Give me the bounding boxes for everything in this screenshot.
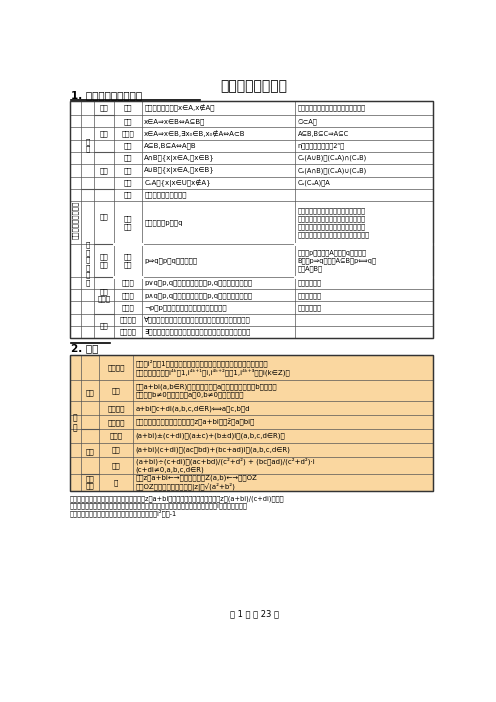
Text: 类比集合的交: 类比集合的交 bbox=[298, 292, 321, 298]
Text: A⊆B,B⊆C⇒A⊆C: A⊆B,B⊆C⇒A⊆C bbox=[298, 131, 349, 136]
Text: 充要
条件: 充要 条件 bbox=[124, 253, 132, 267]
Text: 运算: 运算 bbox=[85, 448, 94, 455]
Text: 原命题：若p，则q: 原命题：若p，则q bbox=[144, 220, 183, 226]
Text: 复数: 复数 bbox=[112, 388, 121, 394]
Text: A∩B＝{x|x∈A,且x∈B}: A∩B＝{x|x∈A,且x∈B} bbox=[144, 154, 215, 161]
Text: Cᵤ(CᵤA)＝A: Cᵤ(CᵤA)＝A bbox=[298, 180, 330, 186]
Text: 加减法: 加减法 bbox=[110, 433, 123, 439]
Text: 复
数: 复 数 bbox=[73, 413, 77, 432]
Text: 交集: 交集 bbox=[124, 155, 132, 161]
Text: (a+bi)±(c+di)＝(a±c)+(b±d)i，(a,b,c,d∈R)。: (a+bi)±(c+di)＝(a±c)+(b±d)i，(a,b,c,d∈R)。 bbox=[135, 433, 285, 439]
Text: x∈A⇒x∈B,∃x₀∈B,x₀∉A⇔A⊂B: x∈A⇒x∈B,∃x₀∈B,x₀∉A⇔A⊂B bbox=[144, 130, 246, 137]
Text: 类比集合的并: 类比集合的并 bbox=[298, 279, 321, 286]
Text: 概念: 概念 bbox=[85, 389, 94, 395]
Text: 若命题p对应集合A，命题q对应集合
B，则p⇒q等价于A⊆B，p⟺q等
价于A＝B。: 若命题p对应集合A，命题q对应集合 B，则p⇒q等价于A⊆B，p⟺q等 价于A＝… bbox=[298, 249, 376, 272]
Text: A⊆B,B⊆A⇔A＝B: A⊆B,B⊆A⇔A＝B bbox=[144, 143, 197, 149]
Text: a+bi＝c+di(a,b,c,d∈R)⟺a＝c,b＝d: a+bi＝c+di(a,b,c,d∈R)⟺a＝c,b＝d bbox=[135, 405, 250, 411]
Text: 全称量词: 全称量词 bbox=[120, 317, 136, 323]
Text: 逻辑
连接词: 逻辑 连接词 bbox=[97, 288, 111, 303]
Text: 字母，按照实数的四则运算直接进行运算，外加把i²换成-1: 字母，按照实数的四则运算直接进行运算，外加把i²换成-1 bbox=[70, 509, 177, 517]
Text: (a+bi)(c+di)＝(ac－bd)+(bc+ad)i，(a,b,c,d∈R): (a+bi)(c+di)＝(ac－bd)+(bc+ad)i，(a,b,c,d∈R… bbox=[135, 446, 291, 453]
Text: 第 1 页 共 23 页: 第 1 页 共 23 页 bbox=[230, 609, 279, 618]
Text: ∀，含全称量词的命题叫全称命题，其否定为特称命题。: ∀，含全称量词的命题叫全称命题，其否定为特称命题。 bbox=[144, 317, 251, 323]
Bar bbox=[70, 355, 433, 491]
Bar bbox=[70, 355, 433, 491]
Text: 模: 模 bbox=[114, 479, 119, 486]
Text: 集合与常用逻辑用语: 集合与常用逻辑用语 bbox=[72, 201, 79, 239]
Text: 运算: 运算 bbox=[100, 167, 108, 174]
Text: 元素特点：互异性、无序性、确定性。: 元素特点：互异性、无序性、确定性。 bbox=[298, 105, 366, 112]
Text: 实部相等，虚部互为相反数。即z＝a+bi，则z̄＝a－bi。: 实部相等，虚部互为相反数。即z＝a+bi，则z̄＝a－bi。 bbox=[135, 418, 255, 426]
Bar bbox=[70, 101, 433, 338]
Text: n个元素集合子集数2ⁿ。: n个元素集合子集数2ⁿ。 bbox=[298, 143, 345, 149]
Text: 规定：i²＝－1；实数可以与它进行四则运算，并且运算时原有的加、
乘运算律仍成立。i⁴ᵏ＝1,i⁴ᵏ⁺¹＝i,i⁴ᵏ⁺²＝－1,i⁴ᵏ⁺³＝－i(k∈Z)。: 规定：i²＝－1；实数可以与它进行四则运算，并且运算时原有的加、 乘运算律仍成立… bbox=[135, 359, 290, 376]
Text: 非命题: 非命题 bbox=[122, 304, 134, 311]
Text: Cᵤ(A∩B)＝(CᵤA)∪(CᵤB): Cᵤ(A∩B)＝(CᵤA)∪(CᵤB) bbox=[298, 167, 367, 174]
Text: 复数z＝a+bi←→复平面内的点Z(a,b)←→向量OZ
向量OZ的模叫做复数的模。|z|＝√(a²+b²): 复数z＝a+bi←→复平面内的点Z(a,b)←→向量OZ 向量OZ的模叫做复数的… bbox=[135, 474, 257, 491]
Text: 虚数单位: 虚数单位 bbox=[108, 364, 125, 371]
Text: 量词: 量词 bbox=[100, 323, 108, 329]
Text: 形如a+bi(a,b∈R)的数叫做复数，a叫做复数的实部，b叫做复数
的虚部，b≠0时叫虚数，a＝0,b≠0时叫纯虚数。: 形如a+bi(a,b∈R)的数叫做复数，a叫做复数的实部，b叫做复数 的虚部，b… bbox=[135, 383, 277, 398]
Text: 集
合: 集 合 bbox=[85, 138, 90, 152]
Text: ∃，含存在量词的命题叫特称命题，其否定为全称命题。: ∃，含存在量词的命题叫特称命题，其否定为全称命题。 bbox=[144, 329, 250, 336]
Text: 乘法: 乘法 bbox=[112, 446, 121, 453]
Text: ¬p和p为一真一假两个互为对立的命题。: ¬p和p为一真一假两个互为对立的命题。 bbox=[144, 304, 227, 311]
Text: 类比集合的补: 类比集合的补 bbox=[298, 304, 321, 311]
Text: x∈A⇒x∈B⇔A⊆B；: x∈A⇒x∈B⇔A⊆B； bbox=[144, 118, 205, 124]
Text: 共轭复数: 共轭复数 bbox=[108, 419, 125, 425]
Text: 且命题: 且命题 bbox=[122, 292, 134, 298]
Text: 补集: 补集 bbox=[124, 180, 132, 186]
Text: 高中数学知识汇总: 高中数学知识汇总 bbox=[221, 79, 288, 93]
Text: 相等: 相等 bbox=[124, 143, 132, 149]
Text: 子集: 子集 bbox=[124, 118, 132, 124]
Text: CᵤA＝{x|x∈U且x∉A}: CᵤA＝{x|x∈U且x∉A} bbox=[144, 179, 211, 187]
Text: 存在量词: 存在量词 bbox=[120, 329, 136, 336]
Text: 概念: 概念 bbox=[124, 105, 132, 112]
Text: 并集: 并集 bbox=[124, 167, 132, 174]
Text: 真子集: 真子集 bbox=[122, 130, 134, 137]
Text: 命题: 命题 bbox=[100, 213, 108, 220]
Text: 常
用
逻
辑
用
语: 常 用 逻 辑 用 语 bbox=[85, 241, 90, 286]
Bar bbox=[70, 101, 433, 338]
Text: (a+bi)÷(c+di)＝(ac+bd)/(c²+d²) + (bc－ad)/(c²+d²)·i
(c+di≠0,a,b,c,d∈R): (a+bi)÷(c+di)＝(ac+bd)/(c²+d²) + (bc－ad)/… bbox=[135, 458, 314, 473]
Text: 几何
意义: 几何 意义 bbox=[85, 475, 94, 489]
Text: p⇒q，p是q的充分条件: p⇒q，p是q的充分条件 bbox=[144, 257, 197, 264]
Text: 关系: 关系 bbox=[100, 130, 108, 137]
Text: 除法: 除法 bbox=[112, 462, 121, 469]
Text: p∧q，p,q均为真时才为真，p,q有一为假即为假。: p∧q，p,q均为真时才为真，p,q有一为假即为假。 bbox=[144, 292, 252, 298]
Text: 一组对象的全体，x∈A,x∉A。: 一组对象的全体，x∈A,x∉A。 bbox=[144, 105, 215, 112]
Text: 原命题与逆命题、否命题与逆否命题互
逆；原命题与否命题、逆命题与逆否命
题互否；原命题与逆否命题、否命题与
逆命题互为逆否。互为逆否的命题等价。: 原命题与逆命题、否命题与逆否命题互 逆；原命题与否命题、逆命题与逆否命 题互否；… bbox=[298, 207, 370, 238]
Text: 2. 复数: 2. 复数 bbox=[71, 343, 99, 353]
Text: 四种
命题: 四种 命题 bbox=[124, 216, 132, 230]
Text: 大多数复数问题，主要是把复数化成标准的z＝a+bi的类型来处理，注意分数形式z＝(a+bi)/(c+di)，利用: 大多数复数问题，主要是把复数化成标准的z＝a+bi的类型来处理，注意分数形式z＝… bbox=[70, 496, 284, 502]
Text: 或命题: 或命题 bbox=[122, 279, 134, 286]
Text: 充要
条件: 充要 条件 bbox=[100, 253, 108, 267]
Text: 概念: 概念 bbox=[124, 192, 132, 199]
Text: 能够判断真假的语句。: 能够判断真假的语句。 bbox=[144, 192, 186, 199]
Text: p∨q，p,q有一为真即为真，p,q均为假时才为假。: p∨q，p,q有一为真即为真，p,q均为假时才为假。 bbox=[144, 279, 252, 286]
Text: ∅⊂A；: ∅⊂A； bbox=[298, 118, 317, 124]
Text: 分子分母同乘以分母的共轭复数（分母有理化）的形式，在进行四则运算时，可以把i看作一个独立的: 分子分母同乘以分母的共轭复数（分母有理化）的形式，在进行四则运算时，可以把i看作… bbox=[70, 503, 248, 509]
Text: A∪B＝{x|x∈A,或x∈B}: A∪B＝{x|x∈A,或x∈B} bbox=[144, 167, 215, 174]
Text: Cᵤ(A∪B)＝(CᵤA)∩(CᵤB): Cᵤ(A∪B)＝(CᵤA)∩(CᵤB) bbox=[298, 155, 367, 161]
Text: 1. 集合与常用逻辑用语: 1. 集合与常用逻辑用语 bbox=[71, 91, 142, 100]
Text: 复数相等: 复数相等 bbox=[108, 405, 125, 411]
Text: 概念: 概念 bbox=[100, 105, 108, 112]
